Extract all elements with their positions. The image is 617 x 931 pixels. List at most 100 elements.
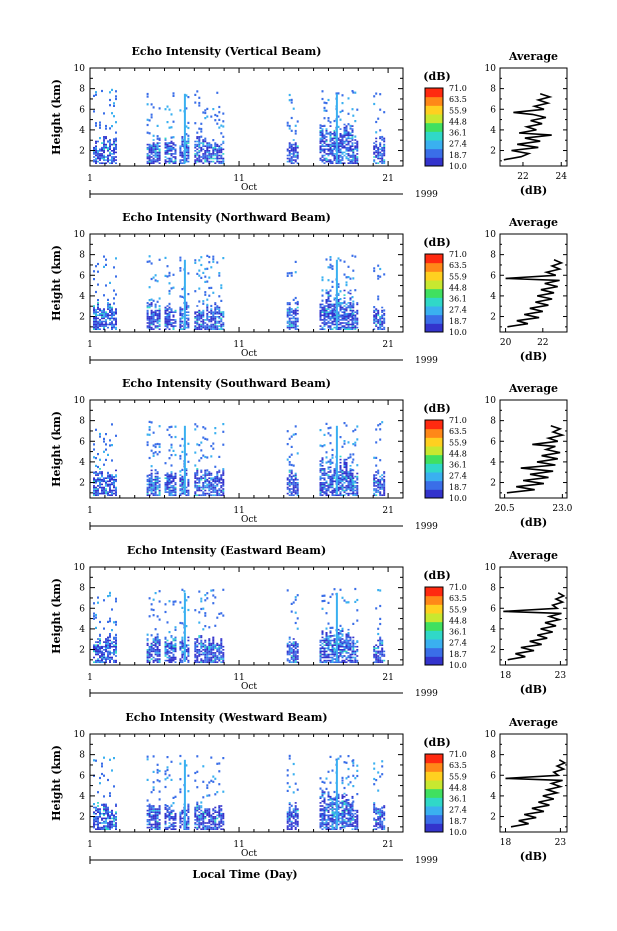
echo-pixel [286, 326, 289, 329]
echo-pixel [107, 642, 109, 645]
echo-pixel [325, 647, 328, 650]
echo-pixel [146, 649, 149, 651]
echo-pixel [206, 267, 209, 270]
profile-y-tick-label: 10 [485, 563, 497, 573]
echo-pixel [204, 661, 207, 663]
echo-pixel [187, 483, 190, 486]
colorbar-segment [425, 297, 443, 307]
echo-pixel [375, 477, 378, 479]
echo-pixel [105, 136, 107, 138]
echo-pixel [356, 488, 359, 490]
echo-pixel [341, 596, 344, 599]
echo-pixel [214, 308, 217, 310]
echo-pixel [200, 256, 203, 259]
echo-pixel [341, 661, 344, 663]
echo-pixel [97, 647, 99, 650]
echo-pixel [214, 157, 217, 160]
echo-pixel [187, 150, 190, 152]
echo-pixel [337, 150, 340, 152]
echo-pixel [101, 650, 103, 653]
echo-pixel [352, 652, 355, 654]
echo-pixel [146, 655, 149, 657]
echo-pixel [345, 328, 348, 330]
echo-pixel [156, 312, 159, 315]
echo-pixel [327, 312, 330, 315]
echo-pixel [154, 154, 157, 157]
echo-pixel [319, 328, 322, 330]
echo-pixel [343, 302, 346, 304]
echo-pixel [174, 642, 177, 645]
echo-pixel [341, 483, 344, 486]
echo-pixel [325, 474, 328, 476]
echo-pixel [343, 461, 346, 464]
echo-pixel [179, 153, 182, 155]
echo-pixel [148, 306, 151, 309]
echo-pixel [202, 314, 205, 317]
echo-pixel [379, 328, 382, 330]
echo-pixel [349, 160, 352, 163]
echo-pixel [194, 659, 197, 662]
echo-pixel [103, 489, 105, 492]
echo-pixel [202, 436, 205, 439]
echo-pixel [210, 656, 213, 659]
echo-pixel [170, 656, 173, 659]
echo-pixel [321, 636, 324, 639]
echo-pixel [325, 109, 328, 112]
echo-pixel [109, 647, 111, 650]
echo-pixel [187, 154, 190, 157]
echo-pixel [331, 311, 334, 313]
echo-pixel [345, 326, 348, 329]
echo-pixel [109, 475, 111, 478]
echo-pixel [383, 475, 386, 478]
echo-pixel [198, 146, 201, 149]
echo-pixel [356, 438, 359, 441]
echo-pixel [351, 311, 354, 313]
echo-pixel [168, 449, 171, 452]
profile-line [505, 259, 564, 328]
echo-pixel [212, 661, 215, 663]
echo-pixel [341, 477, 344, 479]
chart-panel-2: Echo Intensity (Southward Beam)246810Hei… [50, 377, 573, 532]
echo-pixel [373, 647, 376, 650]
echo-pixel [218, 469, 221, 472]
echo-pixel [337, 283, 340, 286]
echo-pixel [351, 478, 354, 481]
echo-pixel [331, 148, 334, 151]
echo-pixel [321, 306, 324, 309]
echo-pixel [97, 306, 99, 309]
echo-pixel [107, 323, 109, 326]
echo-pixel [347, 641, 350, 643]
echo-pixel [319, 478, 322, 481]
echo-pixel [204, 140, 207, 143]
echo-pixel [208, 645, 211, 648]
echo-pixel [93, 326, 95, 329]
echo-pixel [339, 305, 342, 307]
echo-pixel [105, 819, 107, 821]
echo-pixel [107, 825, 109, 827]
echo-pixel [168, 292, 171, 295]
echo-pixel [156, 658, 159, 660]
echo-pixel [154, 658, 157, 660]
colorbar-unit: (dB) [423, 402, 450, 415]
echo-pixel [323, 145, 326, 147]
echo-pixel [333, 136, 336, 138]
echo-pixel [146, 153, 149, 155]
echo-pixel [204, 139, 207, 141]
echo-pixel [212, 328, 215, 330]
echo-pixel [174, 644, 177, 646]
echo-pixel [187, 326, 190, 329]
echo-pixel [168, 271, 171, 274]
echo-pixel [354, 652, 357, 654]
echo-pixel [204, 650, 207, 653]
echo-pixel [214, 326, 217, 329]
echo-pixel [333, 311, 336, 313]
echo-pixel [325, 639, 328, 642]
echo-pixel [327, 291, 330, 293]
echo-pixel [148, 160, 151, 163]
echo-pixel [194, 259, 197, 262]
echo-pixel [206, 146, 209, 149]
echo-pixel [196, 482, 199, 484]
echo-pixel [345, 485, 348, 487]
echo-pixel [327, 659, 330, 662]
echo-pixel [109, 636, 111, 639]
